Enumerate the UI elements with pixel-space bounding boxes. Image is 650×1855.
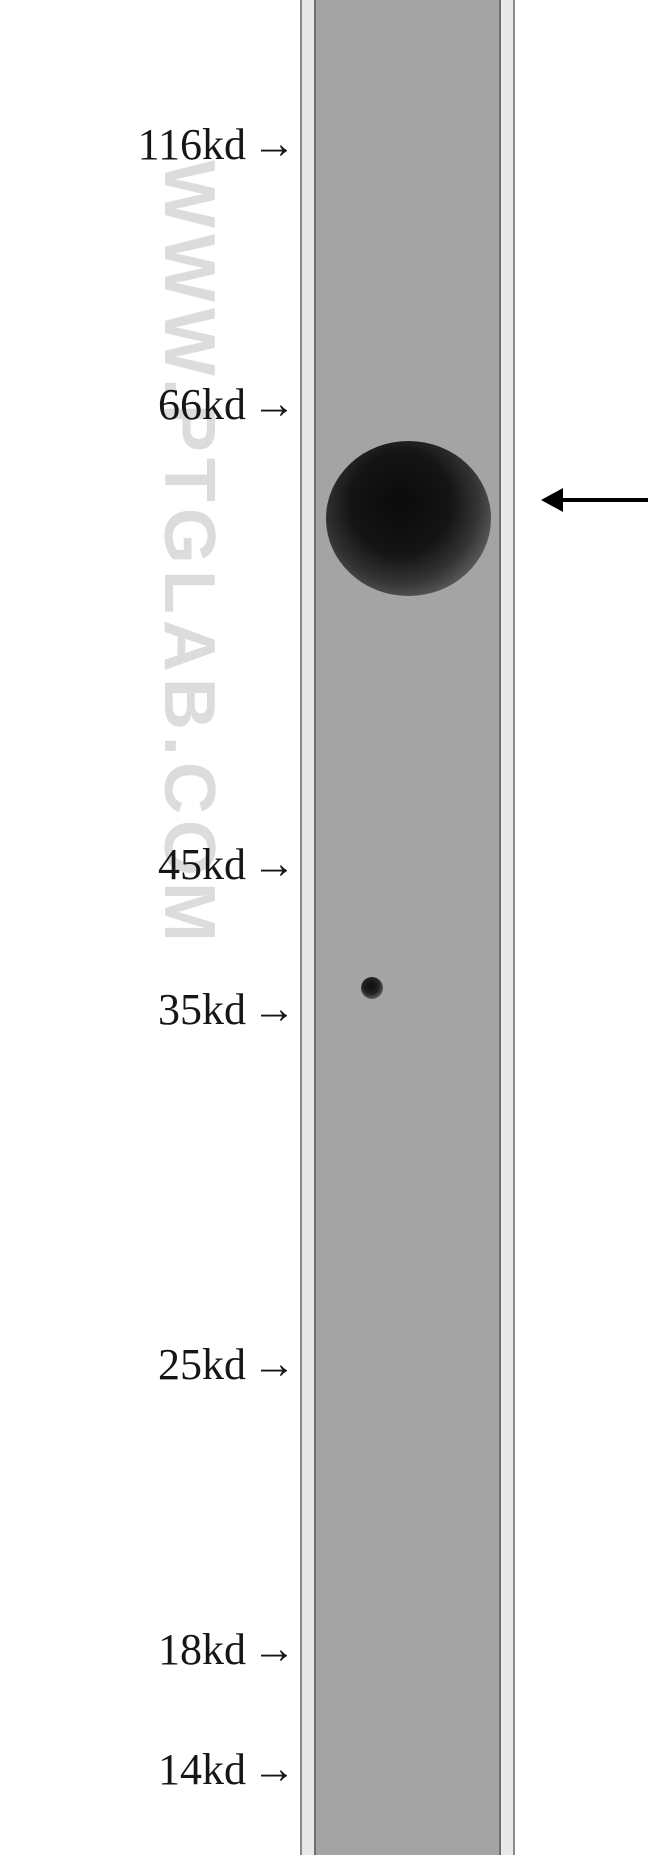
- watermark-text: WWW.PTGLAB.COM: [148, 160, 230, 948]
- arrow-right-icon: →: [252, 1342, 296, 1386]
- marker-18kd: 18kd →: [158, 1624, 296, 1675]
- lane-strip-left: [302, 0, 314, 1855]
- main-band-blot: [326, 441, 491, 596]
- marker-66kd: 66kd →: [158, 379, 296, 430]
- marker-45kd: 45kd →: [158, 839, 296, 890]
- marker-label-text: 25kd: [158, 1339, 246, 1390]
- marker-35kd: 35kd →: [158, 984, 296, 1035]
- arrow-right-icon: →: [252, 1627, 296, 1671]
- arrow-right-icon: →: [252, 987, 296, 1031]
- marker-label-text: 116kd: [138, 119, 246, 170]
- small-spot-blot: [361, 977, 383, 999]
- marker-116kd: 116kd →: [138, 119, 296, 170]
- marker-label-text: 45kd: [158, 839, 246, 890]
- lane-edge-right: [499, 0, 501, 1855]
- marker-label-text: 66kd: [158, 379, 246, 430]
- marker-label-text: 18kd: [158, 1624, 246, 1675]
- marker-25kd: 25kd →: [158, 1339, 296, 1390]
- arrow-right-icon: →: [252, 1747, 296, 1791]
- figure-container: WWW.PTGLAB.COM 116kd → 66kd → 45kd → 35k…: [0, 0, 650, 1855]
- blot-lane: [300, 0, 515, 1855]
- arrow-right-icon: →: [252, 382, 296, 426]
- band-indicator-arrow: [541, 488, 648, 512]
- marker-14kd: 14kd →: [158, 1744, 296, 1795]
- marker-label-text: 14kd: [158, 1744, 246, 1795]
- arrow-right-icon: →: [252, 842, 296, 886]
- arrow-right-icon: →: [252, 122, 296, 166]
- arrow-shaft: [563, 498, 648, 502]
- lane-edge-left: [314, 0, 316, 1855]
- marker-label-text: 35kd: [158, 984, 246, 1035]
- arrow-left-head-icon: [541, 488, 563, 512]
- lane-strip-right: [501, 0, 513, 1855]
